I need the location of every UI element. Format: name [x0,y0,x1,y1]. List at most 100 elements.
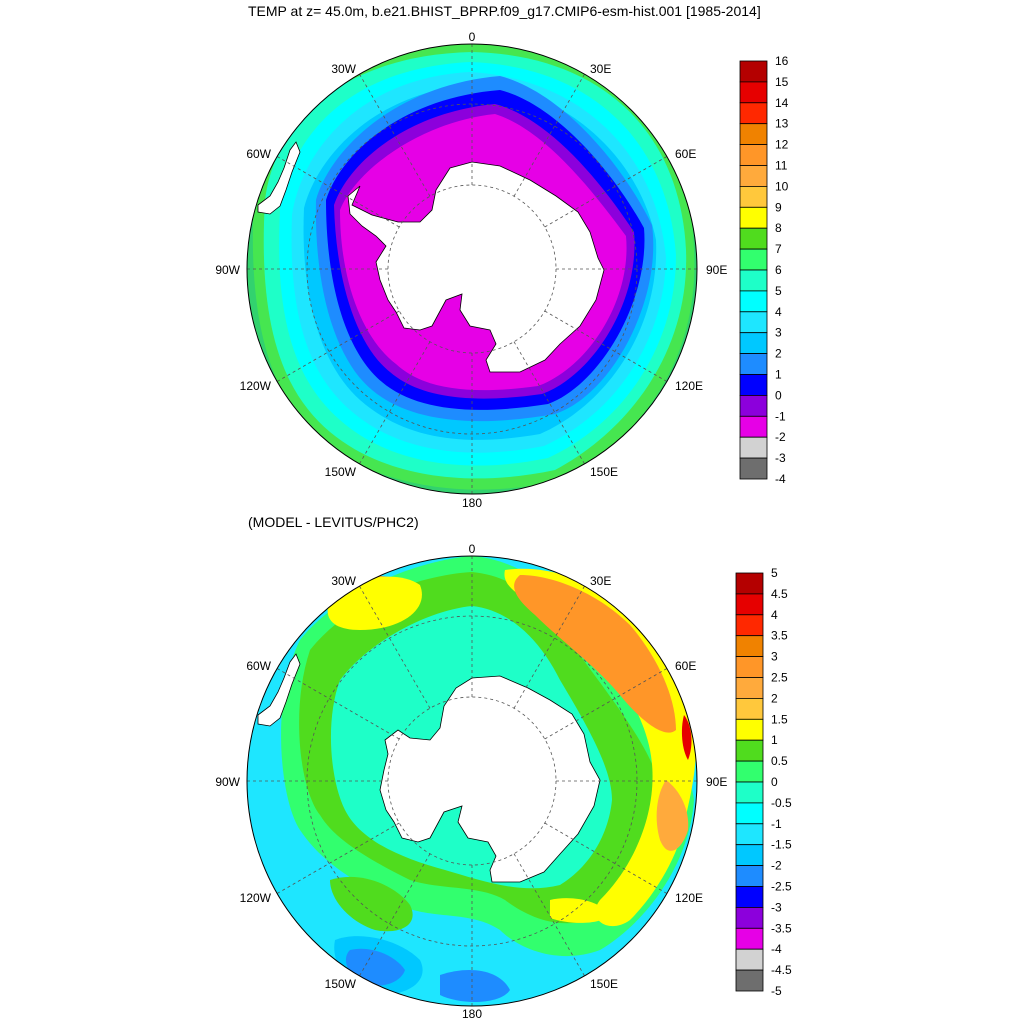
colorbar-tick-label: 3.5 [771,629,788,643]
antarctica-landmass [379,675,601,883]
colorbar-tick-label: -5 [771,984,782,998]
colorbar-swatch [735,844,764,867]
colorbar-swatch [739,144,768,166]
colorbar-swatch [739,123,768,145]
colorbar-swatch [735,781,764,804]
colorbar-tick-label: 13 [775,117,789,131]
colorbar-swatch [735,614,764,637]
longitude-label: 120E [675,891,703,905]
colorbar-swatch [735,698,764,720]
anomaly-zone-4-5 [681,715,692,760]
colorbar-swatch [735,823,764,846]
colorbar-tick-label: 1.5 [771,712,788,726]
colorbar-swatch [739,394,768,417]
colorbar-swatch [739,436,768,459]
longitude-label: 150W [325,977,357,991]
longitude-label: 90W [215,775,240,789]
colorbar-swatch [735,656,764,678]
longitude-label: 30W [331,62,356,76]
bottom-anomaly-field [247,556,697,1006]
longitude-label: 90E [706,263,727,277]
longitude-label: 60W [246,659,271,673]
bottom-longitude-labels: 0 30E 60E 90E 120E 150E 180 150W 120W 90… [215,542,727,1021]
top-temperature-field [247,44,697,494]
colorbar-swatch [739,165,768,187]
colorbar-swatch [735,802,764,825]
colorbar-tick-label: 8 [775,221,782,235]
colorbar-tick-label: 10 [775,179,789,193]
longitude-label: 120E [675,379,703,393]
colorbar-tick-label: 1 [771,733,778,747]
anomaly-zone-minus2-south [440,970,510,1002]
longitude-label: 120W [240,891,272,905]
colorbar-tick-label: 11 [775,159,788,173]
longitude-label: 60W [246,147,271,161]
colorbar-tick-label: 0 [771,775,778,789]
colorbar-tick-label: 9 [775,200,782,214]
colorbar-tick-label: 0 [775,388,782,402]
colorbar-swatch [739,81,768,104]
colorbar-tick-label: 4 [771,608,778,622]
colorbar-tick-label: 14 [775,96,789,110]
longitude-label: 90W [215,263,240,277]
longitude-label: 30W [331,574,356,588]
longitude-label: 180 [462,1007,482,1021]
colorbar-tick-label: -1 [775,409,786,423]
colorbar-swatch [739,206,768,229]
colorbar-swatch [739,353,768,375]
colorbar-tick-label: 4.5 [771,587,788,601]
colorbar-tick-label: -3.5 [771,921,792,935]
south-america-landmass [257,141,301,215]
longitude-label: 30E [590,62,611,76]
bottom-map-border [246,555,698,1007]
anomaly-zone-0-5-southwest [330,876,413,932]
top-graticule [247,44,697,494]
colorbar-tick-label: -1 [771,817,782,831]
longitude-label: 150E [590,465,618,479]
colorbar-swatch [735,907,764,929]
anomaly-zone-1-5-south [550,898,610,923]
top-longitude-labels: 0 30E 60E 90E 120E 150E 180 150W 120W 90… [215,30,727,510]
colorbar-swatch [739,60,768,83]
colorbar-swatch [735,969,764,992]
colorbar-tick-label: 3 [775,326,782,340]
colorbar-tick-label: 5 [771,566,778,580]
colorbar-tick-label: 7 [775,242,782,256]
colorbar-swatch [735,718,764,741]
colorbar-tick-label: -1.5 [771,838,792,852]
bottom-map-title: (MODEL - LEVITUS/PHC2) [248,514,419,530]
longitude-label: 0 [469,542,476,556]
colorbar-swatch [735,593,764,616]
anomaly-zone-3 [514,575,676,733]
bottom-polar-map [246,555,698,1007]
colorbar-tick-label: -4 [771,942,782,956]
longitude-label: 0 [469,30,476,44]
antarctica-landmass [347,161,605,373]
colorbar-tick-label: -2.5 [771,880,792,894]
south-america-landmass [257,653,301,727]
colorbar-swatch [739,415,768,438]
top-map-title: TEMP at z= 45.0m, b.e21.BHIST_BPRP.f09_g… [248,3,761,19]
colorbar-tick-label: -4 [775,472,786,486]
colorbar-tick-label: -3 [775,451,786,465]
colorbar-tick-label: 16 [775,54,789,68]
colorbar-tick-label: 15 [775,75,789,89]
colorbar-swatch [739,311,768,334]
colorbar-tick-label: -2 [771,859,782,873]
colorbar-tick-label: -2 [775,430,786,444]
colorbar-tick-label: 2 [775,347,782,361]
colorbar-swatch [739,332,768,355]
longitude-label: 150E [590,977,618,991]
colorbar-tick-label: 6 [775,263,782,277]
colorbar-swatch [739,457,768,480]
colorbar-swatch [735,760,764,783]
colorbar-tick-label: 1 [775,368,782,382]
colorbar-swatch [735,572,764,595]
bottom-graticule [247,556,697,1006]
anomaly-zone-2-5-east [656,780,689,851]
colorbar-tick-label: 5 [775,284,782,298]
longitude-label: 60E [675,659,696,673]
longitude-label: 150W [325,465,357,479]
